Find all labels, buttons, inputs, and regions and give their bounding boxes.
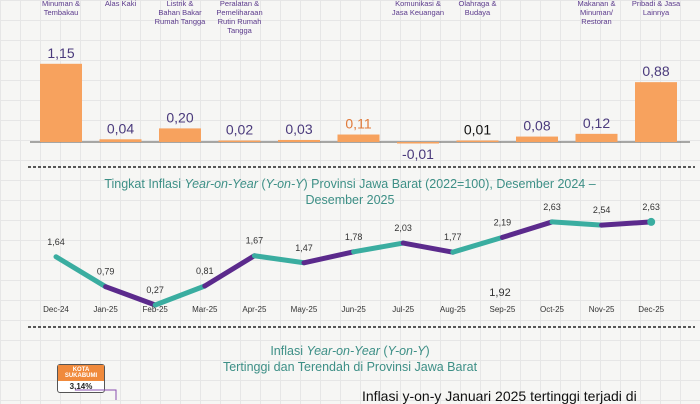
line-segment — [301, 249, 357, 266]
bottom-section-title: Inflasi Year-on-Year (Y-on-Y) Tertinggi … — [222, 344, 478, 374]
category-label: Restoran — [581, 17, 611, 26]
category-label: Tangga — [227, 26, 252, 35]
highest-city-badge: KOTA SUKABUMI 3,14% — [57, 364, 105, 393]
line-data-label: 2,03 — [394, 223, 412, 233]
category-label: Olahraga & — [459, 0, 497, 8]
line-annotation: 1,92 — [489, 287, 510, 299]
bar — [635, 82, 677, 142]
bar — [159, 128, 201, 142]
bar — [575, 133, 618, 142]
line-segment — [103, 284, 158, 308]
category-label: Pribadi & Jasa — [632, 0, 681, 8]
category-label: Jasa Keuangan — [392, 8, 444, 17]
x-tick-label: Mar-25 — [192, 305, 218, 314]
bar — [218, 140, 261, 142]
bar-value-label: 0,20 — [166, 109, 193, 125]
category-label: Rumah Tangga — [155, 17, 207, 26]
x-tick-label: Dec-24 — [43, 305, 69, 314]
x-tick-label: Aug-25 — [440, 305, 466, 314]
line-data-label: 1,64 — [47, 237, 65, 247]
line-segment — [450, 234, 505, 255]
bar-value-label: 0,04 — [107, 120, 134, 136]
line-data-label: 0,81 — [196, 266, 214, 276]
category-label: Minuman/ — [580, 8, 614, 17]
bar — [397, 142, 439, 144]
x-tick-label: Sep-25 — [490, 305, 516, 314]
bar-value-label: -0,01 — [402, 146, 434, 162]
line-data-label: 0,79 — [97, 267, 115, 277]
category-label: Alas Kaki — [105, 0, 137, 8]
line-segment — [351, 240, 406, 255]
x-tick-label: Dec-25 — [638, 305, 664, 314]
line-chart-title: Tingkat Inflasi Year-on-Year (Y-on-Y) Pr… — [104, 177, 596, 207]
description-text: Inflasi y-on-y Januari 2025 tertinggi te… — [362, 388, 637, 404]
line-segment — [400, 240, 456, 255]
category-label: Bahan Bakar — [158, 8, 202, 17]
bar — [40, 63, 82, 142]
line-data-label: 2,19 — [494, 217, 512, 227]
x-tick-label: Oct-25 — [540, 305, 565, 314]
x-tick-label: Jun-25 — [341, 305, 366, 314]
x-tick-label: May-25 — [291, 305, 318, 314]
line-data-label: 1,47 — [295, 243, 313, 253]
bar-value-label: 0,11 — [345, 116, 371, 132]
line-segment — [202, 253, 257, 289]
category-label: Makanan & — [578, 0, 616, 8]
category-label: Komunikasi & — [395, 0, 441, 8]
category-label: Lainnya — [643, 8, 670, 17]
line-data-label: 2,63 — [543, 202, 561, 212]
category-label: Listrik & — [167, 0, 194, 8]
city-name: KOTA SUKABUMI — [58, 365, 104, 381]
category-label: Pemeliharaan — [216, 8, 262, 17]
line-segment — [499, 219, 555, 240]
category-label: Peralatan & — [220, 0, 259, 8]
x-tick-label: Jul-25 — [392, 305, 414, 314]
bar — [456, 140, 499, 142]
category-label: Tembakau — [44, 8, 79, 17]
bar — [278, 139, 320, 142]
line-segment — [599, 219, 654, 228]
bar — [99, 139, 142, 142]
line-data-label: 2,63 — [642, 202, 660, 212]
line-data-label: 1,67 — [246, 236, 264, 246]
line-data-label: 2,54 — [593, 205, 611, 215]
bar-value-label: 0,08 — [523, 118, 550, 134]
bar-value-label: 0,02 — [226, 122, 253, 138]
line-data-label: 1,78 — [345, 232, 363, 242]
bar — [516, 136, 558, 142]
line-segment — [152, 283, 208, 308]
line-end-point — [647, 217, 656, 226]
bar-value-label: 1,15 — [47, 45, 74, 61]
bar-value-label: 0,03 — [285, 121, 312, 137]
x-tick-label: Feb-25 — [143, 305, 169, 314]
city-value: 3,14% — [69, 382, 93, 391]
bar-value-label: 0,88 — [642, 63, 669, 79]
line-data-label: 0,27 — [146, 285, 164, 295]
x-tick-label: Nov-25 — [589, 305, 615, 314]
x-tick-label: Apr-25 — [242, 305, 267, 314]
line-data-label: 1,77 — [444, 232, 462, 242]
category-label: Budaya — [465, 8, 491, 17]
category-label: Rutin Rumah — [218, 17, 262, 26]
x-tick-label: Jan-25 — [93, 305, 118, 314]
bar-value-label: 0,01 — [464, 122, 491, 138]
bar — [337, 134, 380, 142]
category-label: Minuman & — [42, 0, 80, 8]
line-segment — [251, 253, 307, 266]
bar-value-label: 0,12 — [583, 115, 610, 131]
line-segment — [549, 219, 605, 228]
line-segment — [53, 254, 109, 290]
